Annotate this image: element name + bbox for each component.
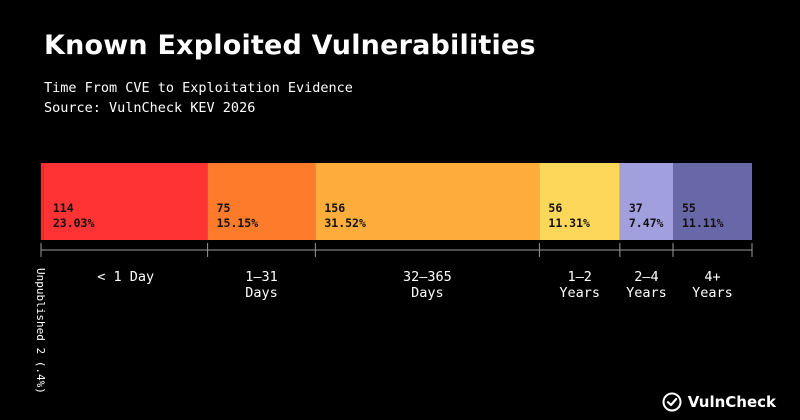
data-label-value: 56 (548, 201, 562, 215)
chart-source: Source: VulnCheck KEV 2026 (44, 100, 256, 116)
data-label-percent: 11.31% (548, 216, 590, 230)
check-circle-icon (662, 392, 682, 412)
bar-segment (315, 163, 540, 240)
bar-segment (539, 163, 620, 240)
tick-label: Unpublished 2 (.4%) (34, 268, 47, 394)
vulncheck-logo: VulnCheck (662, 392, 776, 412)
bar-segment (673, 163, 752, 240)
chart-title: Known Exploited Vulnerabilities (44, 30, 536, 61)
bar-segment (43, 163, 208, 240)
chart-subtitle: Time From CVE to Exploitation Evidence (44, 80, 353, 96)
data-label-value: 114 (53, 201, 74, 215)
data-label-percent: 15.15% (217, 216, 259, 230)
data-label-value: 37 (629, 201, 643, 215)
data-label-percent: 31.52% (324, 216, 366, 230)
tick-label: 1–31 (245, 269, 278, 285)
data-label-value: 55 (682, 201, 696, 215)
bar-segment (41, 163, 44, 240)
bar-segment (207, 163, 316, 240)
brand-name: VulnCheck (687, 393, 776, 411)
data-label-value: 75 (217, 201, 231, 215)
tick-label: 32–365 (403, 269, 452, 285)
bar-segment (619, 163, 673, 240)
tick-label: < 1 Day (97, 269, 154, 285)
tick-label: Days (245, 285, 278, 301)
data-label-percent: 23.03% (53, 216, 95, 230)
tick-label: Years (626, 285, 667, 301)
tick-label: Years (692, 285, 733, 301)
tick-label: Days (411, 285, 444, 301)
tick-label: 2–4 (634, 269, 658, 285)
data-label-percent: 11.11% (682, 216, 724, 230)
data-label-percent: 7.47% (629, 216, 664, 230)
tick-label: Years (559, 285, 600, 301)
data-label-value: 156 (324, 201, 345, 215)
tick-label: 1–2 (567, 269, 591, 285)
tick-label: 4+ (704, 269, 720, 285)
